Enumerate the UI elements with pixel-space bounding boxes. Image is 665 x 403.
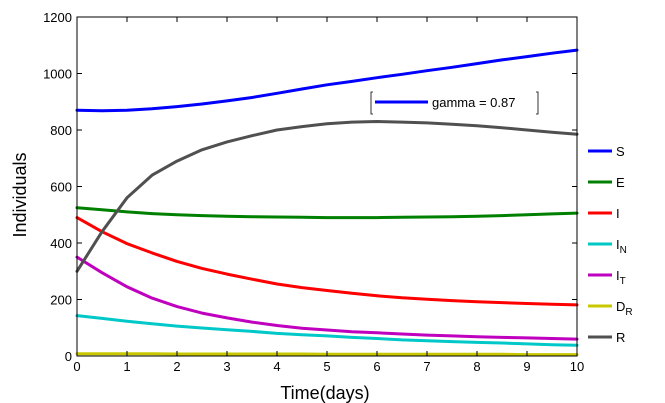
legend-label-main: I	[616, 237, 620, 252]
legend-label-i-t: IT	[616, 268, 626, 287]
legend-label-e: E	[616, 175, 625, 190]
y-tick-label: 0	[65, 349, 72, 364]
x-tick-label: 10	[570, 359, 584, 374]
x-tick-label: 0	[73, 359, 80, 374]
x-tick-label: 7	[423, 359, 430, 374]
plot-area	[77, 17, 577, 356]
y-tick-label: 600	[50, 180, 72, 195]
legend-label-r: R	[616, 330, 625, 345]
series-line-i-t	[75, 255, 579, 341]
series-line-i-n	[75, 314, 579, 347]
x-tick-label: 1	[123, 359, 130, 374]
annotation-bracket-left	[370, 91, 373, 115]
legend-label-subscript: N	[620, 245, 627, 256]
series-line-r	[75, 120, 579, 273]
legend-label-main: R	[616, 330, 625, 345]
axes-layer: 0 1 2 3 4 5 6 7 8 9 10 0 200 400 600 800 1000 1200	[43, 10, 584, 374]
y-axis-title: Individuals	[10, 152, 30, 237]
y-tick-label: 800	[50, 123, 72, 138]
legend-label-i-n: IN	[616, 237, 627, 256]
legend-label-s: S	[616, 144, 625, 159]
x-tick-label: 6	[373, 359, 380, 374]
legend-label-subscript: R	[625, 307, 632, 318]
x-tick-label: 4	[273, 359, 280, 374]
x-tick-label: 5	[323, 359, 330, 374]
series-line-e	[75, 206, 579, 220]
legend-label-d-r: DR	[616, 299, 633, 318]
series-line-s	[75, 48, 579, 113]
y-tick-label: 200	[50, 293, 72, 308]
legend-label-main: S	[616, 144, 625, 159]
series-line-i	[75, 216, 579, 307]
legend-label-main: I	[616, 206, 620, 221]
annotation-bracket-right	[536, 91, 539, 115]
legend-label-main: I	[616, 268, 620, 283]
legend-label-subscript: T	[620, 276, 626, 287]
x-tick-label: 8	[473, 359, 480, 374]
x-tick-label: 2	[173, 359, 180, 374]
annotation-box: gamma = 0.87	[370, 91, 539, 115]
legend-label-main: E	[616, 175, 625, 190]
legend-label-main: D	[616, 299, 625, 314]
x-tick-label: 9	[523, 359, 530, 374]
plot-background	[77, 17, 577, 356]
x-axis-title: Time(days)	[280, 383, 369, 403]
annotation-text: gamma = 0.87	[432, 95, 515, 110]
legend-label-i: I	[616, 206, 620, 221]
y-tick-label: 1200	[43, 10, 72, 25]
y-tick-label: 1000	[43, 67, 72, 82]
x-tick-label: 3	[223, 359, 230, 374]
y-tick-label: 400	[50, 236, 72, 251]
